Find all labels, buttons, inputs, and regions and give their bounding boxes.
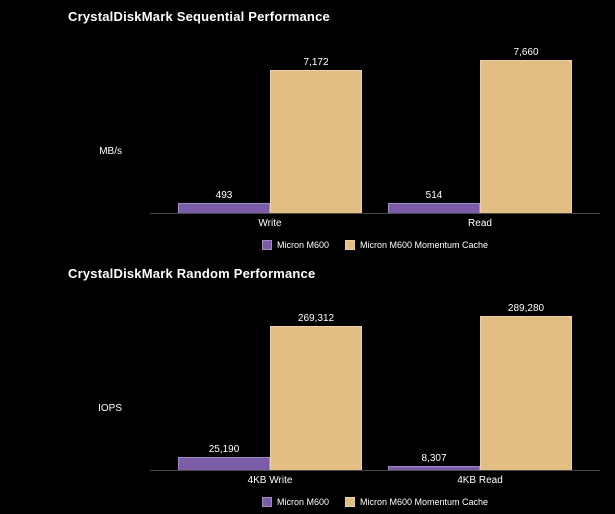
bar-micron-m600-momentum-cache	[270, 70, 362, 213]
y-axis-label: IOPS	[98, 403, 122, 414]
bar-micron-m600-momentum-cache	[480, 316, 572, 470]
chart-title: CrystalDiskMark Random Performance	[68, 266, 316, 281]
bar-value-label: 493	[215, 190, 233, 201]
legend-label: Micron M600 Momentum Cache	[359, 240, 489, 250]
bar-micron-m600	[388, 203, 480, 213]
bar-value-label: 7,172	[303, 57, 329, 68]
legend-item: Micron M600	[261, 240, 329, 250]
legend-label: Micron M600	[276, 497, 329, 507]
bar-micron-m600-momentum-cache	[270, 326, 362, 470]
bar-slot: 25,190	[178, 444, 270, 470]
chart-title: CrystalDiskMark Sequential Performance	[68, 9, 330, 24]
category-label: Write	[258, 218, 282, 229]
plot-column: 25,190 269,312 8,307 289,280 4KB Write 4KB R…	[150, 303, 615, 507]
category-label: 4KB Write	[247, 475, 293, 486]
plot-row: MB/s 493 7,172 514 7,660 Write Read Micron M…	[0, 47, 615, 250]
bar-micron-m600	[178, 457, 270, 470]
bar-group: 25,190 269,312	[178, 313, 362, 470]
plot-area: 493 7,172 514 7,660	[150, 47, 600, 214]
bar-micron-m600-momentum-cache	[480, 60, 572, 213]
plot-area: 25,190 269,312 8,307 289,280	[150, 303, 600, 471]
legend-swatch-icon	[344, 240, 355, 250]
bar-value-label: 269,312	[297, 313, 335, 324]
bar-micron-m600	[178, 203, 270, 213]
legend-swatch-icon	[344, 497, 355, 507]
plot-column: 493 7,172 514 7,660 Write Read Micron M600 Mi…	[150, 47, 615, 250]
category-label: 4KB Read	[457, 475, 503, 486]
legend-item: Micron M600 Momentum Cache	[344, 497, 489, 507]
bar-group: 514 7,660	[388, 47, 572, 213]
bar-group: 493 7,172	[178, 57, 362, 213]
chart-random-performance: CrystalDiskMark Random Performance IOPS …	[0, 257, 615, 514]
bar-slot: 7,172	[270, 57, 362, 213]
bar-slot: 514	[388, 190, 480, 213]
bar-slot: 269,312	[270, 313, 362, 470]
legend-item: Micron M600	[261, 497, 329, 507]
bar-value-label: 7,660	[513, 47, 539, 58]
bar-group: 8,307 289,280	[388, 303, 572, 470]
chart-sequential-performance: CrystalDiskMark Sequential Performance M…	[0, 9, 615, 250]
bar-slot: 493	[178, 190, 270, 213]
legend-label: Micron M600	[276, 240, 329, 250]
legend-label: Micron M600 Momentum Cache	[359, 497, 489, 507]
plot-row: IOPS 25,190 269,312 8,307 289,280 4KB Write…	[0, 303, 615, 507]
category-label: Read	[468, 218, 492, 229]
bar-slot: 8,307	[388, 453, 480, 470]
bar-value-label: 514	[425, 190, 443, 201]
x-axis-labels: Write Read	[150, 218, 600, 229]
x-axis-labels: 4KB Write 4KB Read	[150, 475, 600, 486]
legend: Micron M600 Micron M600 Momentum Cache	[150, 240, 600, 250]
legend: Micron M600 Micron M600 Momentum Cache	[150, 497, 600, 507]
legend-item: Micron M600 Momentum Cache	[344, 240, 489, 250]
bar-value-label: 289,280	[507, 303, 545, 314]
bar-value-label: 25,190	[208, 444, 240, 455]
bar-slot: 289,280	[480, 303, 572, 470]
bar-value-label: 8,307	[421, 453, 447, 464]
y-axis-label: MB/s	[99, 146, 122, 157]
legend-swatch-icon	[261, 240, 272, 250]
bar-slot: 7,660	[480, 47, 572, 213]
legend-swatch-icon	[261, 497, 272, 507]
bar-micron-m600	[388, 466, 480, 470]
